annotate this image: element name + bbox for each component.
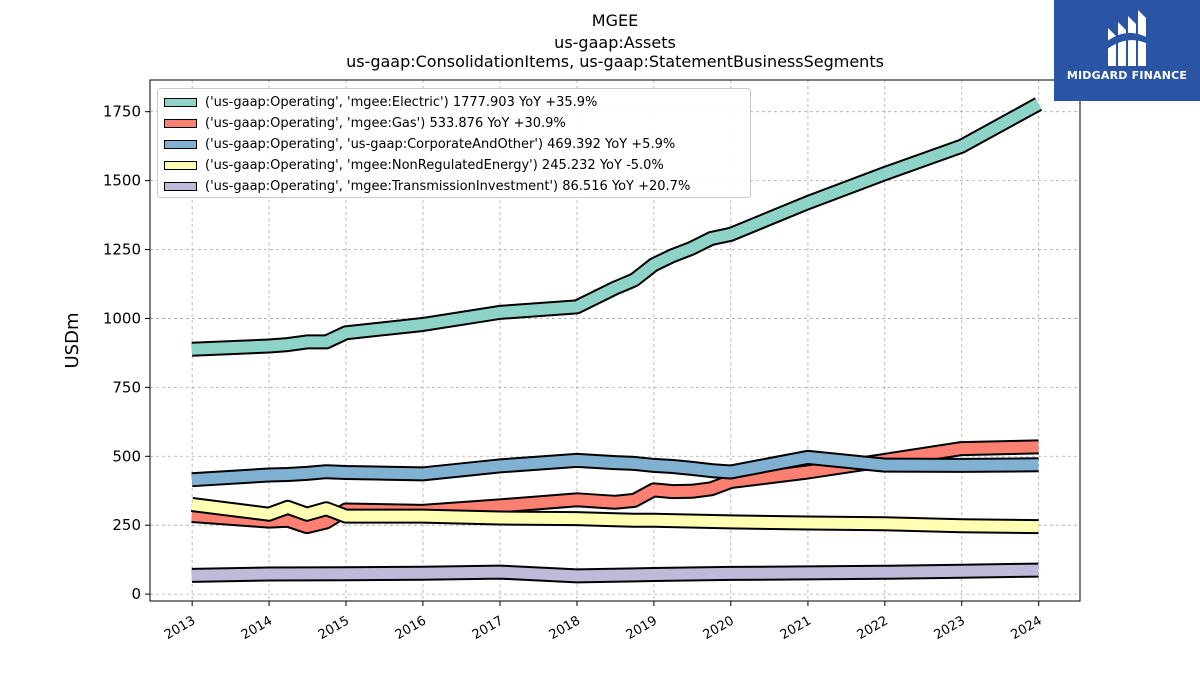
y-tick-label: 1000	[103, 309, 141, 327]
series-line	[191, 564, 1039, 582]
legend-item: ('us-gaap:Operating', 'mgee:Transmission…	[164, 176, 750, 197]
x-tick-label: 2018	[547, 613, 583, 643]
legend-item: ('us-gaap:Operating', 'us-gaap:Corporate…	[164, 134, 750, 155]
y-tick-label: 1500	[103, 172, 141, 190]
legend-swatch	[164, 182, 197, 191]
series-line	[191, 499, 1039, 533]
y-tick-label: 1750	[103, 103, 141, 121]
series-line	[191, 451, 1039, 486]
x-tick-label: 2013	[162, 613, 198, 643]
x-tick-label: 2020	[701, 613, 737, 643]
x-axis-ticks: 2013 2014 2015 2016 2017 2018 2019 2020 2021 2022…	[162, 601, 1045, 643]
midgard-finance-logo-icon	[1106, 10, 1148, 66]
y-axis-label: USDm	[62, 313, 83, 369]
x-tick-label: 2015	[316, 613, 352, 643]
series-line	[191, 99, 1042, 355]
midgard-finance-logo: MIDGARD FINANCE	[1054, 0, 1200, 101]
x-tick-label: 2021	[778, 613, 814, 643]
x-tick-label: 2019	[624, 613, 660, 643]
legend-swatch	[164, 119, 197, 128]
chart-title-line-2: us-gaap:Assets	[554, 33, 676, 52]
legend-item: ('us-gaap:Operating', 'mgee:Electric') 1…	[164, 92, 750, 113]
legend-swatch	[164, 140, 197, 149]
legend-label: ('us-gaap:Operating', 'mgee:NonRegulated…	[205, 158, 664, 173]
x-tick-label: 2017	[470, 613, 506, 643]
logo-text: MIDGARD FINANCE	[1066, 69, 1188, 82]
y-axis-ticks: 0 250 500 750 1000 1250 1500 1750	[103, 103, 150, 603]
x-tick-label: 2022	[855, 613, 891, 643]
legend-swatch	[164, 98, 197, 107]
legend-item: ('us-gaap:Operating', 'mgee:NonRegulated…	[164, 155, 750, 176]
y-tick-label: 1250	[103, 241, 141, 259]
y-tick-label: 750	[112, 378, 141, 396]
x-tick-label: 2016	[393, 613, 429, 643]
x-tick-label: 2014	[239, 613, 275, 643]
legend-swatch	[164, 161, 197, 170]
series-line	[191, 441, 1039, 533]
y-tick-label: 0	[131, 585, 141, 603]
legend-label: ('us-gaap:Operating', 'mgee:Electric') 1…	[205, 95, 598, 110]
chart-legend: ('us-gaap:Operating', 'mgee:Electric') 1…	[157, 88, 751, 198]
legend-label: ('us-gaap:Operating', 'us-gaap:Corporate…	[205, 137, 676, 152]
legend-label: ('us-gaap:Operating', 'mgee:Transmission…	[205, 179, 691, 194]
y-tick-label: 250	[112, 516, 141, 534]
legend-label: ('us-gaap:Operating', 'mgee:Gas') 533.87…	[205, 116, 566, 131]
x-tick-label: 2023	[932, 613, 968, 643]
chart-title-line-3: us-gaap:ConsolidationItems, us-gaap:Stat…	[346, 52, 884, 71]
y-tick-label: 500	[112, 447, 141, 465]
x-tick-label: 2024	[1009, 613, 1045, 643]
series-lines	[190, 97, 1043, 584]
plot-frame	[149, 79, 1081, 602]
chart-title-line-1: MGEE	[591, 11, 639, 30]
legend-item: ('us-gaap:Operating', 'mgee:Gas') 533.87…	[164, 113, 750, 134]
